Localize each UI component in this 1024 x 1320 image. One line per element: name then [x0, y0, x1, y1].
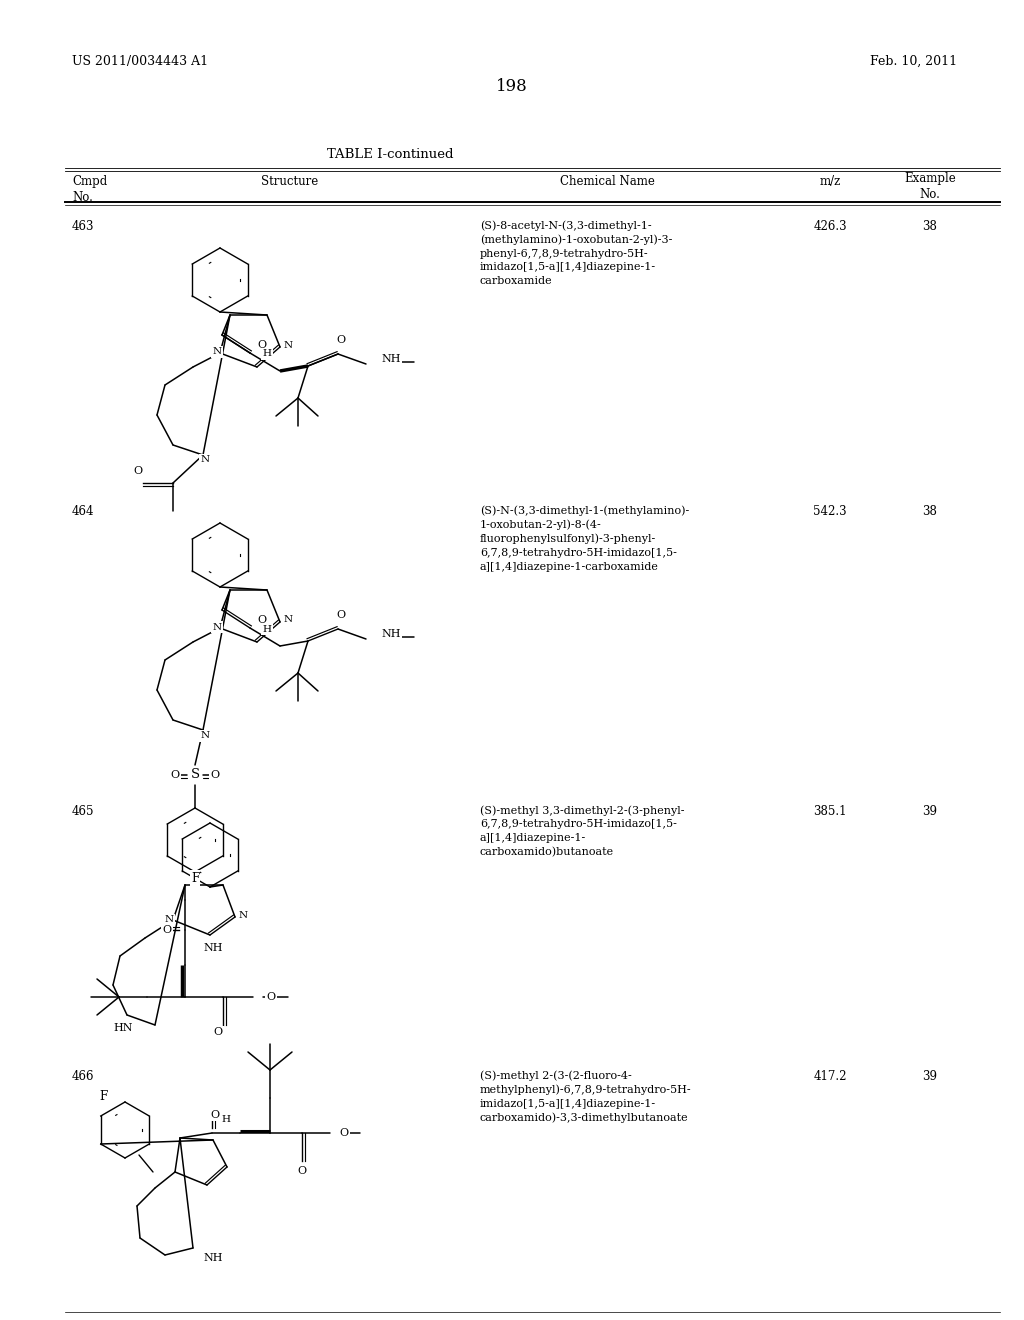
Text: H: H: [262, 350, 271, 359]
Text: 426.3: 426.3: [813, 220, 847, 234]
Text: 385.1: 385.1: [813, 805, 847, 818]
Text: O: O: [257, 341, 266, 350]
Text: N: N: [212, 347, 221, 356]
Text: 39: 39: [923, 805, 938, 818]
Text: F: F: [190, 871, 199, 884]
Text: O: O: [257, 615, 266, 624]
Text: N: N: [165, 916, 173, 924]
Text: 465: 465: [72, 805, 94, 818]
Text: 542.3: 542.3: [813, 506, 847, 517]
Text: H: H: [262, 624, 271, 634]
Text: NH: NH: [381, 630, 400, 639]
Text: O: O: [297, 1166, 306, 1176]
Text: 39: 39: [923, 1071, 938, 1082]
Text: Chemical Name: Chemical Name: [560, 176, 655, 187]
Text: 464: 464: [72, 506, 94, 517]
Text: Feb. 10, 2011: Feb. 10, 2011: [870, 55, 957, 69]
Text: F: F: [99, 1090, 108, 1104]
Text: H: H: [221, 1114, 230, 1123]
Text: NH: NH: [203, 942, 222, 953]
Text: S: S: [190, 768, 200, 781]
Text: (S)-methyl 2-(3-(2-fluoro-4-
methylphenyl)-6,7,8,9-tetrahydro-5H-
imidazo[1,5-a]: (S)-methyl 2-(3-(2-fluoro-4- methylpheny…: [480, 1071, 691, 1123]
Text: O: O: [133, 466, 142, 477]
Text: O: O: [339, 1129, 348, 1138]
Text: N: N: [201, 731, 210, 741]
Text: (S)-8-acetyl-N-(3,3-dimethyl-1-
(methylamino)-1-oxobutan-2-yl)-3-
phenyl-6,7,8,9: (S)-8-acetyl-N-(3,3-dimethyl-1- (methyla…: [480, 220, 673, 285]
Text: Structure: Structure: [261, 176, 318, 187]
Text: HN: HN: [114, 1023, 133, 1034]
Text: O: O: [213, 1027, 222, 1038]
Text: N: N: [284, 341, 293, 350]
Text: 38: 38: [923, 220, 937, 234]
Text: N: N: [239, 911, 248, 920]
Text: US 2011/0034443 A1: US 2011/0034443 A1: [72, 55, 208, 69]
Text: (S)-methyl 3,3-dimethyl-2-(3-phenyl-
6,7,8,9-tetrahydro-5H-imidazo[1,5-
a][1,4]d: (S)-methyl 3,3-dimethyl-2-(3-phenyl- 6,7…: [480, 805, 684, 857]
Text: 38: 38: [923, 506, 937, 517]
Text: O: O: [211, 770, 219, 780]
Text: Example
No.: Example No.: [904, 172, 955, 201]
Text: O: O: [170, 770, 179, 780]
Text: N: N: [284, 615, 293, 624]
Text: O: O: [337, 335, 345, 345]
Text: N: N: [212, 623, 221, 631]
Text: O: O: [163, 925, 172, 935]
Text: 198: 198: [496, 78, 528, 95]
Text: 466: 466: [72, 1071, 94, 1082]
Text: Cmpd
No.: Cmpd No.: [72, 176, 108, 205]
Text: N: N: [201, 455, 210, 465]
Text: NH: NH: [381, 354, 400, 364]
Text: O: O: [266, 993, 275, 1002]
Text: (S)-N-(3,3-dimethyl-1-(methylamino)-
1-oxobutan-2-yl)-8-(4-
fluorophenylsulfonyl: (S)-N-(3,3-dimethyl-1-(methylamino)- 1-o…: [480, 506, 689, 572]
Text: TABLE I-continued: TABLE I-continued: [327, 148, 454, 161]
Text: m/z: m/z: [819, 176, 841, 187]
Text: NH: NH: [203, 1253, 222, 1263]
Text: O: O: [337, 610, 345, 620]
Text: 417.2: 417.2: [813, 1071, 847, 1082]
Text: O: O: [211, 1110, 219, 1119]
Text: 463: 463: [72, 220, 94, 234]
